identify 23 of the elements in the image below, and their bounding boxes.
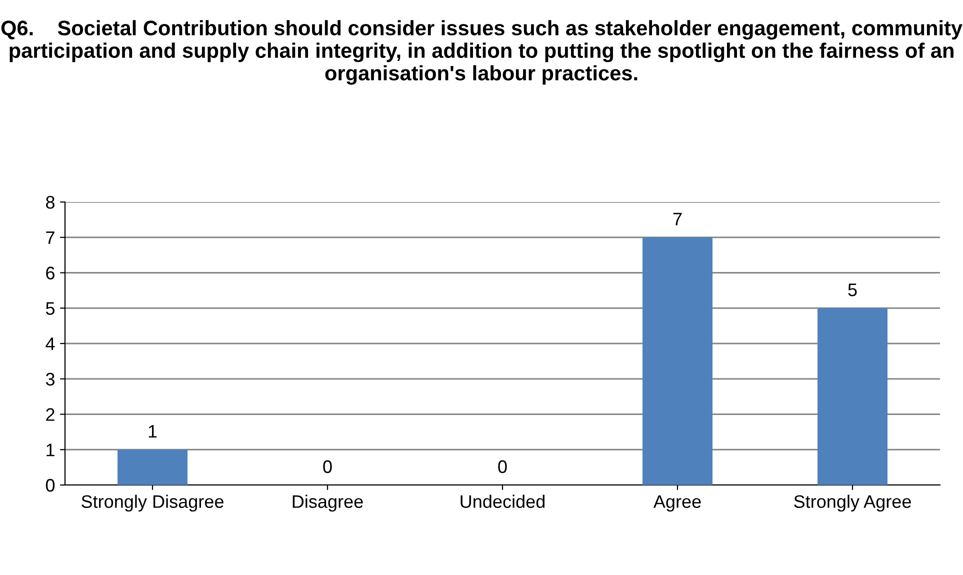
- y-tick-label: 2: [46, 408, 54, 421]
- y-tick-label: 3: [46, 372, 54, 386]
- y-tick-label: 8: [46, 196, 54, 209]
- bar: [118, 450, 188, 485]
- x-tick-label: Strongly Disagree: [82, 494, 224, 512]
- x-tick-label: Agree: [653, 495, 701, 512]
- y-tick-label: 1: [46, 444, 54, 456]
- chart-title: Q6. Societal Contribution should consider issues such as stakeholder engagement, community participation and supply chain integrity, in addition to putting the spotlight on the fairness of an organisation's labour practices.: [1, 20, 962, 85]
- data-label: 5: [848, 284, 857, 296]
- data-label: 7: [673, 212, 682, 226]
- data-label: 0: [323, 460, 332, 474]
- y-tick-label: 5: [46, 302, 55, 315]
- data-label: 1: [148, 425, 157, 438]
- bar: [642, 237, 712, 485]
- y-tick-label: 6: [46, 266, 54, 280]
- x-tick-label: Disagree: [292, 494, 363, 512]
- y-tick-label: 0: [46, 478, 55, 492]
- bar: [818, 308, 888, 485]
- x-tick-label: Strongly Agree: [794, 494, 911, 512]
- data-label: 0: [498, 460, 507, 474]
- x-tick-label: Undecided: [460, 494, 545, 508]
- y-tick-label: 7: [46, 231, 54, 244]
- y-tick-label: 4: [46, 338, 55, 350]
